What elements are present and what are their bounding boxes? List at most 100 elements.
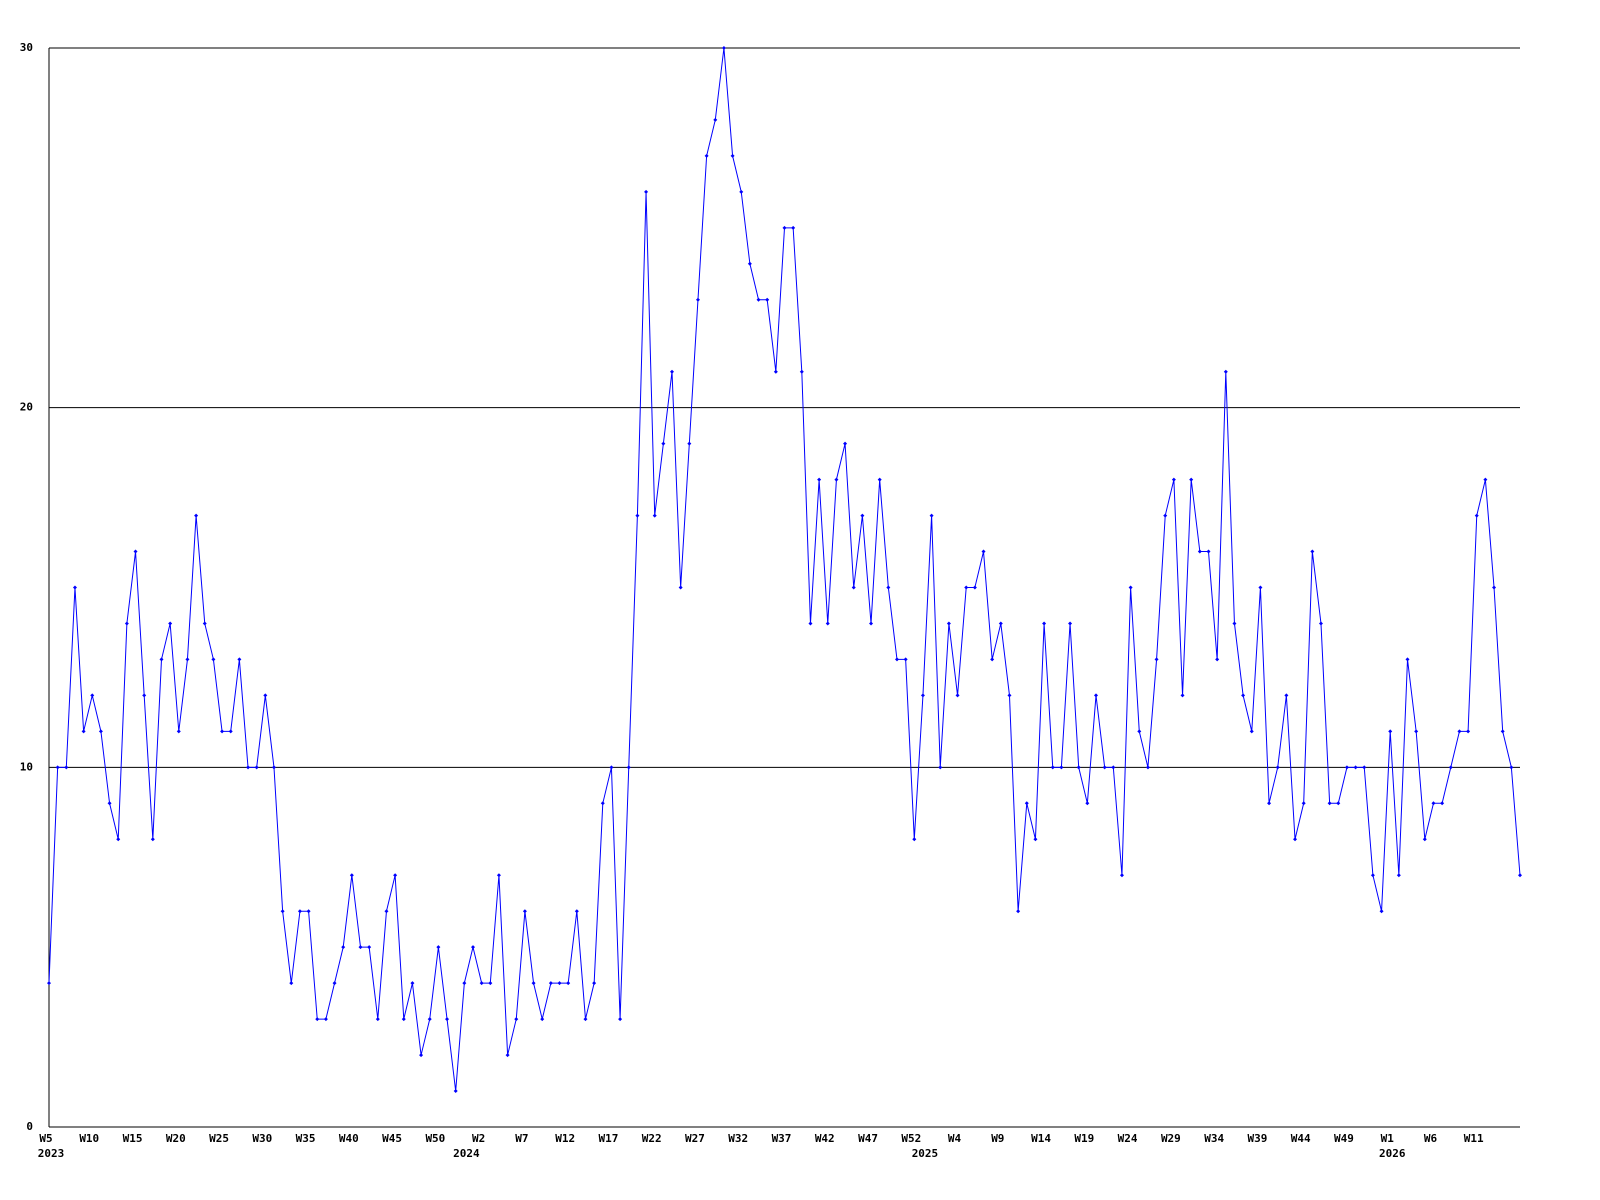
data-point — [280, 909, 285, 914]
data-point — [505, 1053, 510, 1058]
data-point — [168, 621, 173, 626]
x-tick-label: W27 — [685, 1132, 705, 1145]
data-point — [1457, 729, 1462, 734]
data-point — [1137, 729, 1142, 734]
data-point — [133, 549, 138, 554]
data-point — [903, 657, 908, 662]
data-point — [107, 801, 112, 806]
data-point — [1206, 549, 1211, 554]
data-point — [825, 621, 830, 626]
data-point — [600, 801, 605, 806]
data-point — [375, 1017, 380, 1022]
data-point — [1258, 585, 1263, 590]
data-point — [496, 873, 501, 878]
data-point — [419, 1053, 424, 1058]
data-point — [1163, 513, 1168, 518]
data-point — [124, 621, 129, 626]
data-point — [817, 477, 822, 482]
data-point — [1483, 477, 1488, 482]
data-point — [808, 621, 813, 626]
data-point — [1085, 801, 1090, 806]
data-point — [955, 693, 960, 698]
x-tick-label: W34 — [1204, 1132, 1224, 1145]
data-point — [1275, 765, 1280, 770]
data-point — [1344, 765, 1349, 770]
data-point — [1180, 693, 1185, 698]
data-point — [1068, 621, 1073, 626]
data-line — [48, 47, 1521, 1092]
data-point — [341, 945, 346, 950]
data-point — [410, 981, 415, 986]
data-point — [297, 909, 302, 914]
x-tick-label: W45 — [382, 1132, 402, 1145]
data-point — [592, 981, 597, 986]
data-point — [64, 765, 69, 770]
x-tick-label: W7 — [515, 1132, 528, 1145]
x-tick-label: W37 — [772, 1132, 792, 1145]
x-tick-label: W15 — [123, 1132, 143, 1145]
data-point — [894, 657, 899, 662]
data-point — [704, 153, 709, 158]
x-tick-label: W14 — [1031, 1132, 1051, 1145]
data-point — [1232, 621, 1237, 626]
data-point — [427, 1017, 432, 1022]
data-point — [72, 585, 77, 590]
data-point — [1284, 693, 1289, 698]
data-point — [185, 657, 190, 662]
data-point — [1076, 765, 1081, 770]
data-point — [306, 909, 311, 914]
x-tick-label: W17 — [599, 1132, 619, 1145]
data-point — [799, 369, 804, 374]
data-point — [938, 765, 943, 770]
data-point — [479, 981, 484, 986]
data-point — [453, 1089, 458, 1094]
data-point — [116, 837, 121, 842]
data-point — [1154, 657, 1159, 662]
x-tick-label: W9 — [991, 1132, 1004, 1145]
data-point — [1310, 549, 1315, 554]
data-point — [488, 981, 493, 986]
data-point — [315, 1017, 320, 1022]
data-point — [1111, 765, 1116, 770]
data-point — [90, 693, 95, 698]
data-point — [1474, 513, 1479, 518]
data-point — [1500, 729, 1505, 734]
data-point — [81, 729, 86, 734]
x-tick-label: W11 — [1464, 1132, 1484, 1145]
data-point — [756, 297, 761, 302]
x-tick-label: W6 — [1424, 1132, 1438, 1145]
y-tick-label: 30 — [20, 41, 33, 54]
data-point — [1492, 585, 1497, 590]
data-point — [886, 585, 891, 590]
data-point — [670, 369, 675, 374]
data-point — [246, 765, 251, 770]
data-point — [1353, 765, 1358, 770]
data-point — [1033, 837, 1038, 842]
data-point — [220, 729, 225, 734]
data-point — [834, 477, 839, 482]
data-point — [1370, 873, 1375, 878]
data-point — [1327, 801, 1332, 806]
data-point — [194, 513, 199, 518]
data-point — [1016, 909, 1021, 914]
data-point — [1362, 765, 1367, 770]
data-point — [1171, 477, 1176, 482]
data-point — [644, 189, 649, 194]
x-tick-label: W44 — [1291, 1132, 1311, 1145]
data-point — [678, 585, 683, 590]
data-point — [998, 621, 1003, 626]
x-year-label: 2023 — [38, 1147, 65, 1160]
data-point — [332, 981, 337, 986]
data-point — [1336, 801, 1341, 806]
data-point — [920, 693, 925, 698]
x-tick-label: W35 — [296, 1132, 316, 1145]
data-point — [981, 549, 986, 554]
x-tick-label: W22 — [642, 1132, 662, 1145]
data-point — [237, 657, 242, 662]
data-point — [1466, 729, 1471, 734]
data-point — [271, 765, 276, 770]
data-point — [1301, 801, 1306, 806]
data-point — [851, 585, 856, 590]
